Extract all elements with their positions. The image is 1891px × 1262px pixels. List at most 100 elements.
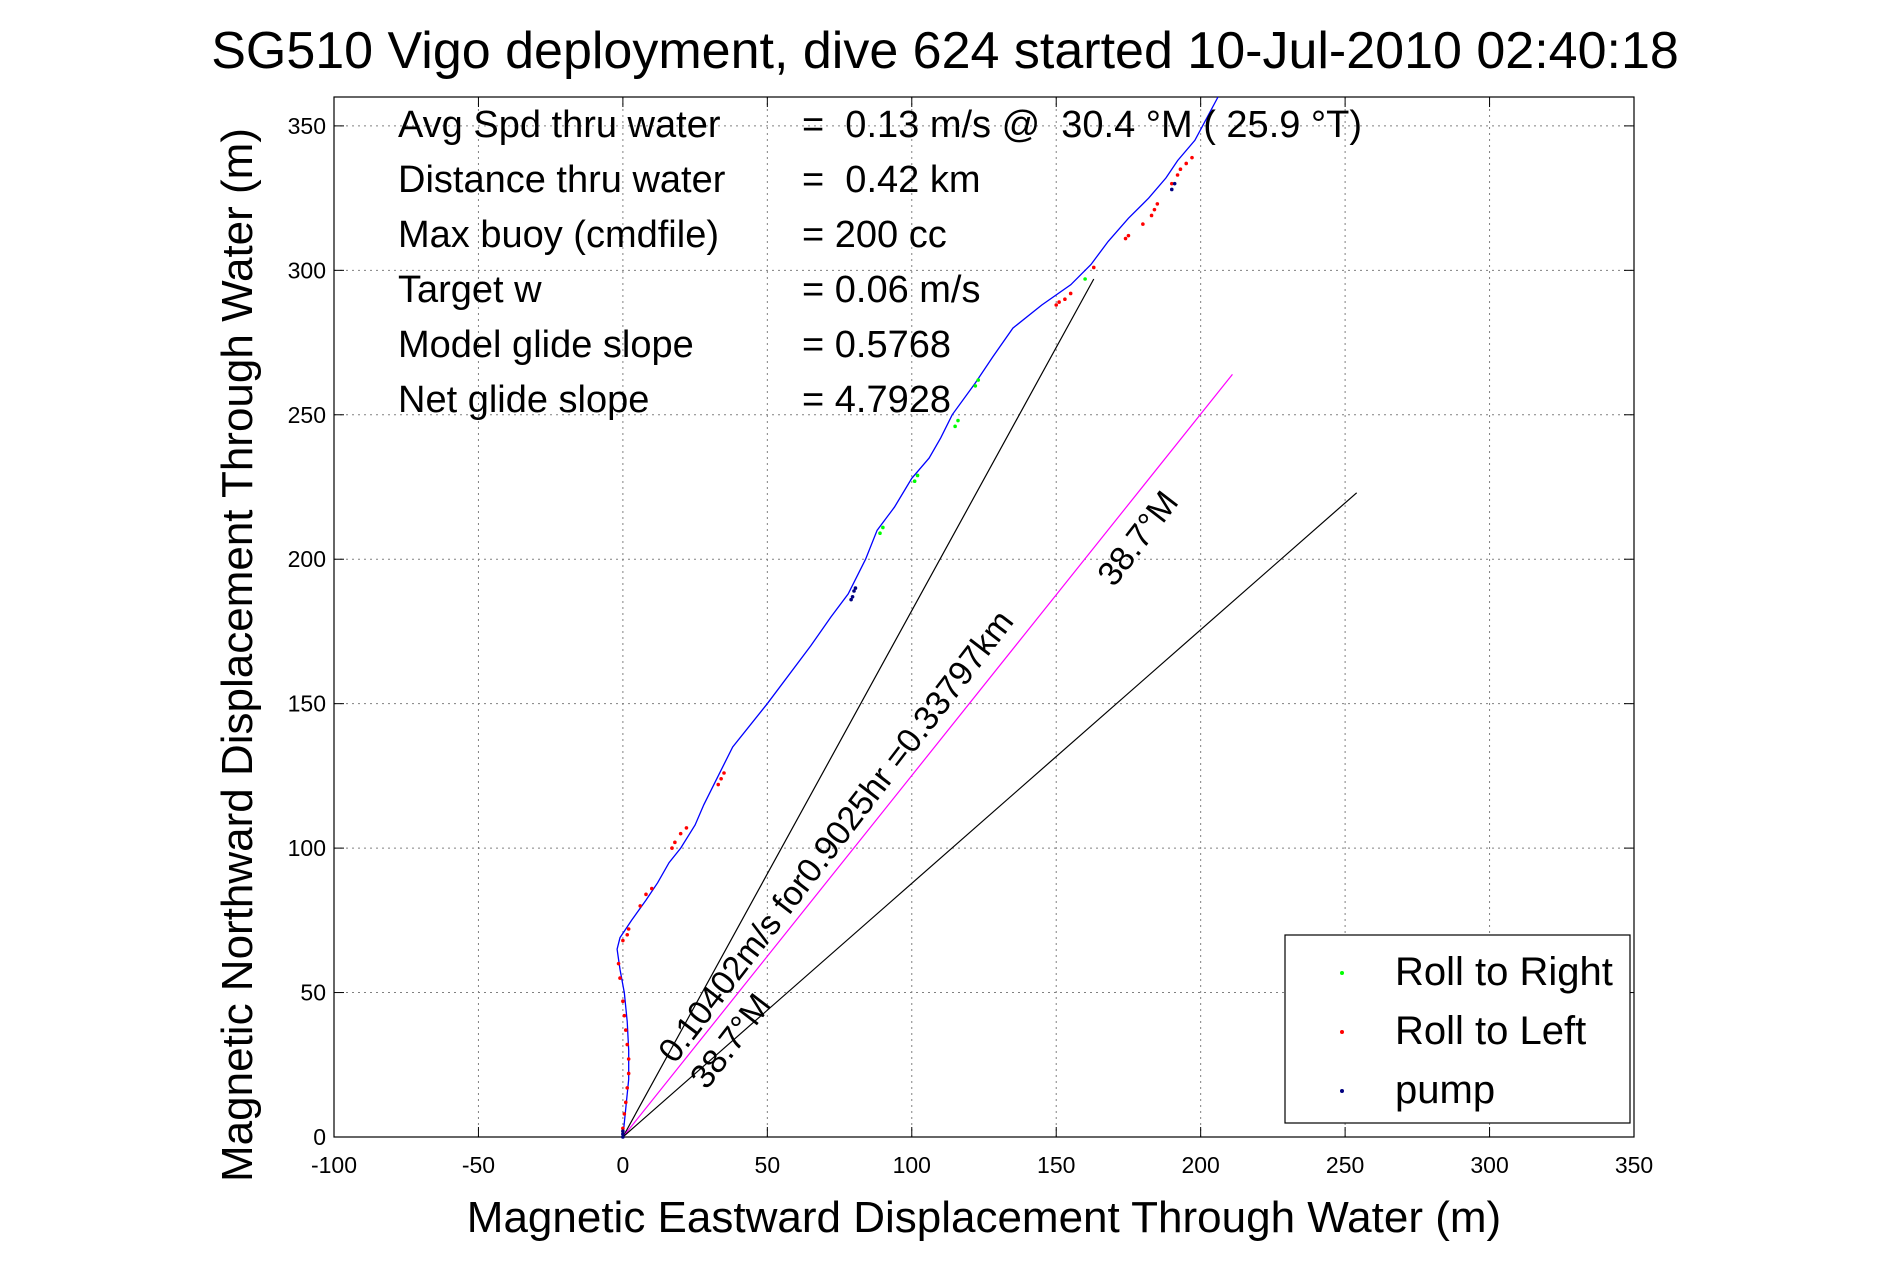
roll-to-left-point xyxy=(1155,202,1160,206)
stat-label: Max buoy (cmdfile) xyxy=(398,214,719,256)
x-tick-label: 200 xyxy=(1181,1152,1219,1178)
legend-label-roll-to-left: Roll to Left xyxy=(1395,1009,1586,1053)
x-tick-label: 0 xyxy=(616,1152,629,1178)
annotations: 0.10402m/s for0.9025hr =0.33797km38.7°M3… xyxy=(651,484,1186,1096)
stat-label: Avg Spd thru water xyxy=(398,104,721,146)
pump-point xyxy=(1172,181,1177,186)
roll-to-left-point xyxy=(722,771,726,775)
reference-line xyxy=(622,278,1095,1138)
roll-to-left-point xyxy=(625,1086,630,1090)
stat-value: = 0.42 km xyxy=(802,159,980,201)
x-tick-label: 150 xyxy=(1037,1152,1075,1178)
y-tick-label: 250 xyxy=(288,402,326,428)
legend: Roll to Right Roll to Left pump xyxy=(1284,934,1631,1124)
glider-track xyxy=(616,96,1219,1138)
x-tick-label: 50 xyxy=(755,1152,781,1178)
roll-to-right-point xyxy=(1083,277,1087,281)
plot-area xyxy=(333,96,1635,1138)
axis-ticks: -100 -50 0 50 100 150 200 250 300 350 0 50 100 150 200… xyxy=(288,97,1653,1178)
roll-to-left-point xyxy=(1175,173,1180,177)
y-axis-label: Magnetic Northward Displacement Through … xyxy=(213,128,262,1182)
roll-to-left-point xyxy=(1184,161,1189,166)
pump-point xyxy=(853,586,858,590)
roll-to-left-point xyxy=(621,999,625,1004)
pump-point xyxy=(849,597,853,602)
y-tick-label: 100 xyxy=(288,835,326,861)
legend-marker-pump xyxy=(1340,1089,1344,1093)
stat-label: Distance thru water xyxy=(398,159,726,201)
roll-to-left-point xyxy=(623,1028,628,1032)
roll-to-left-point xyxy=(1169,181,1174,186)
roll-to-left-point xyxy=(716,782,721,787)
roll-to-left-point xyxy=(625,932,630,937)
roll-to-left-point xyxy=(1152,207,1157,212)
roll-to-left-point xyxy=(1057,300,1061,304)
roll-to-right-point xyxy=(976,378,981,382)
x-tick-label: 250 xyxy=(1326,1152,1364,1178)
dive-stats: Avg Spd thru water = 0.13 m/s @ 30.4 °M (… xyxy=(398,104,1362,421)
y-tick-label: 200 xyxy=(288,546,326,572)
roll-to-left-point xyxy=(1178,167,1183,172)
roll-to-left-point xyxy=(1123,236,1128,241)
roll-to-right-point xyxy=(953,424,957,429)
roll-to-left-point xyxy=(626,1057,631,1061)
roll-to-right-point xyxy=(956,418,960,423)
roll-to-left-point xyxy=(638,904,643,908)
roll-to-left-point xyxy=(649,886,654,891)
roll-to-left-point xyxy=(678,831,683,836)
stat-value: = 200 cc xyxy=(802,214,947,256)
roll-to-left-point xyxy=(1190,155,1194,160)
roll-to-left-point xyxy=(626,927,631,931)
y-tick-label: 150 xyxy=(288,691,326,717)
y-tick-label: 350 xyxy=(288,113,326,139)
roll-to-left-point xyxy=(673,840,677,845)
roll-to-left-point xyxy=(622,1112,627,1116)
reference-line xyxy=(622,373,1233,1138)
roll-to-left-point xyxy=(1149,213,1154,218)
x-tick-label: -100 xyxy=(311,1152,357,1178)
stat-label: Net glide slope xyxy=(398,379,649,421)
roll-to-left-point xyxy=(1126,233,1131,238)
x-tick-label: 300 xyxy=(1470,1152,1508,1178)
pump-point xyxy=(621,1132,625,1136)
reference-lines xyxy=(622,278,1358,1138)
x-tick-label: 350 xyxy=(1615,1152,1653,1178)
pump-point xyxy=(621,1129,625,1134)
roll-to-left-point xyxy=(616,961,621,966)
annotation-text: 38.7°M xyxy=(1090,484,1186,593)
stat-value: = 0.06 m/s xyxy=(802,269,980,311)
roll-to-left-point xyxy=(626,1071,631,1076)
legend-marker-roll-to-right xyxy=(1340,971,1344,975)
grid xyxy=(334,97,1634,1137)
roll-to-left-point xyxy=(719,776,723,781)
roll-to-left-point xyxy=(644,892,648,897)
roll-to-left-point xyxy=(623,1100,628,1105)
track-markers xyxy=(616,155,1194,1139)
stat-label: Target w xyxy=(398,269,542,311)
track-line xyxy=(616,96,1219,1138)
roll-to-left-point xyxy=(670,846,674,850)
roll-to-left-point xyxy=(1068,291,1073,296)
pump-point xyxy=(850,594,855,599)
chart-title: SG510 Vigo deployment, dive 624 started … xyxy=(211,22,1679,80)
pump-point xyxy=(1169,187,1174,192)
roll-to-right-point xyxy=(912,479,917,484)
y-tick-label: 300 xyxy=(288,257,326,283)
roll-to-right-point xyxy=(878,531,882,536)
y-tick-label: 0 xyxy=(313,1124,326,1150)
reference-line xyxy=(622,492,1358,1138)
roll-to-left-point xyxy=(618,976,622,980)
x-tick-label: 100 xyxy=(893,1152,931,1178)
stat-label: Model glide slope xyxy=(398,324,694,366)
pump-point xyxy=(852,589,856,593)
legend-marker-roll-to-left xyxy=(1340,1030,1344,1034)
roll-to-left-point xyxy=(1141,222,1145,226)
roll-to-left-point xyxy=(621,938,625,943)
stat-value: = 4.7928 xyxy=(802,379,951,421)
roll-to-left-point xyxy=(622,1013,627,1018)
pump-point xyxy=(621,1135,625,1139)
roll-to-left-point xyxy=(621,1126,625,1131)
x-axis-label: Magnetic Eastward Displacement Through W… xyxy=(467,1193,1501,1242)
roll-to-left-point xyxy=(625,1042,630,1047)
